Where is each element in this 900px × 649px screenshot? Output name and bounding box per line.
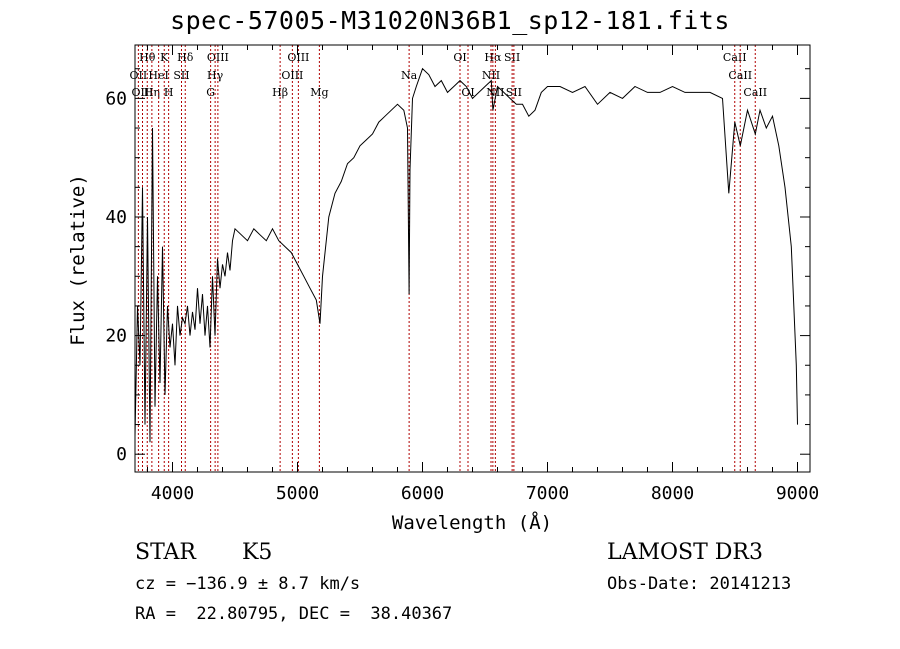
- line-label: Hα: [484, 51, 502, 64]
- line-label: SII: [506, 86, 522, 99]
- axes: 4000 5000 6000 7000 8000 9000 0 20 40 60: [105, 45, 819, 504]
- line-label: OI: [453, 51, 466, 64]
- redshift-velocity: cz = −136.9 ± 8.7 km/s: [135, 574, 361, 594]
- x-axis-label: Wavelength (Å): [392, 511, 552, 534]
- x-tick-label: 9000: [776, 483, 819, 504]
- line-label: Hβ: [272, 86, 288, 99]
- observation-date: Obs-Date: 20141213: [607, 574, 792, 594]
- line-label: Mg: [310, 86, 328, 99]
- x-tick-label: 6000: [401, 483, 444, 504]
- y-tick-label: 0: [116, 444, 127, 465]
- object-class: STAR: [135, 540, 196, 565]
- line-label: SII: [504, 51, 520, 64]
- y-tick-label: 40: [105, 207, 127, 228]
- sky-coordinates: RA = 22.80795, DEC = 38.40367: [135, 604, 453, 624]
- y-axis-label: Flux (relative): [67, 174, 89, 346]
- x-tick-label: 8000: [651, 483, 694, 504]
- line-label: CaII: [743, 86, 767, 99]
- plot-frame: [134, 44, 811, 473]
- line-label: G: [206, 86, 215, 99]
- line-label: CaII: [728, 69, 752, 82]
- line-label: Hη: [144, 86, 160, 99]
- line-label: HeI: [148, 69, 168, 82]
- x-tick-label: 7000: [526, 483, 569, 504]
- x-tick-label: 4000: [151, 483, 194, 504]
- line-label: Na: [401, 69, 418, 82]
- line-label: OII: [130, 69, 148, 82]
- survey-name: LAMOST DR3: [607, 540, 763, 565]
- spectrum-series-line: [134, 67, 798, 443]
- y-tick-label: 20: [105, 326, 127, 347]
- y-tick-label: 60: [105, 88, 127, 109]
- line-label: Hθ: [139, 51, 156, 64]
- line-label: CaII: [723, 51, 747, 64]
- line-label: Hγ: [207, 69, 224, 82]
- line-label: H: [164, 86, 174, 99]
- object-subclass: K5: [242, 540, 273, 565]
- line-label: Hδ: [177, 51, 194, 64]
- chart-title: spec-57005-M31020N36B1_sp12-181.fits: [170, 6, 730, 35]
- line-label: OIII: [207, 51, 229, 64]
- x-tick-label: 5000: [276, 483, 319, 504]
- line-label: OI: [461, 86, 474, 99]
- line-label: K: [160, 51, 169, 64]
- line-label: SII: [173, 69, 189, 82]
- line-label: OIII: [131, 86, 153, 99]
- line-label: OIII: [281, 69, 303, 82]
- line-label: OIII: [287, 51, 309, 64]
- line-label: NII: [482, 69, 500, 82]
